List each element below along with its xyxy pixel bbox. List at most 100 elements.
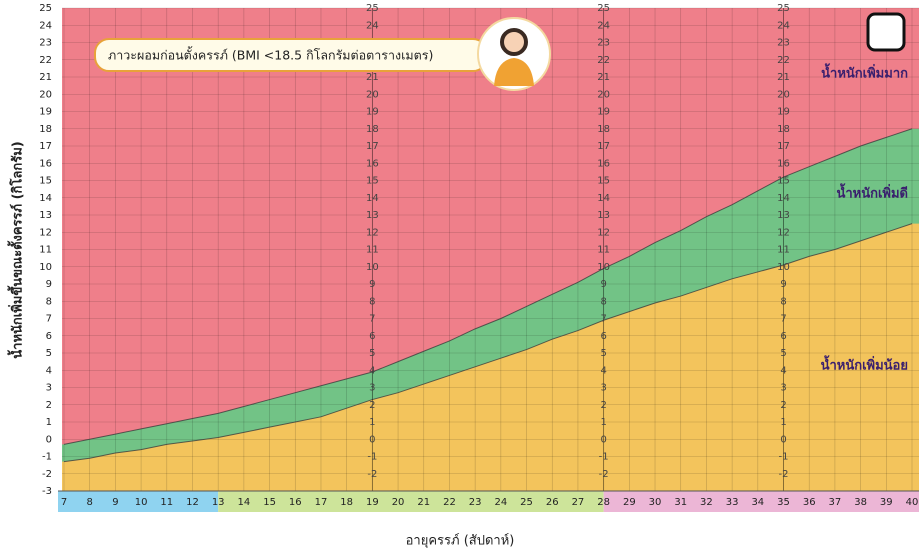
inner-tick-label: 24 (597, 20, 610, 31)
inner-tick-label: 21 (777, 72, 790, 83)
inner-tick-label: 14 (366, 193, 379, 204)
inner-tick-label: 14 (597, 193, 610, 204)
y-tick-label: 21 (39, 72, 52, 83)
x-tick-label: 18 (340, 497, 353, 508)
y-tick-label: 14 (39, 193, 52, 204)
inner-tick-label: 4 (780, 365, 786, 376)
avatar-head (500, 28, 528, 56)
y-tick-label: 13 (39, 210, 52, 221)
inner-tick-label: 10 (597, 262, 610, 273)
x-tick-label: 39 (880, 497, 893, 508)
inner-tick-label: 23 (777, 38, 790, 49)
y-tick-label: 11 (39, 245, 52, 256)
x-tick-label: 15 (263, 497, 276, 508)
inner-tick-label: -1 (599, 452, 609, 463)
chart-title: ภาวะผอมก่อนตั้งครรภ์ (BMI <18.5 กิโลกรัม… (108, 46, 433, 63)
x-tick-label: 30 (649, 497, 662, 508)
inner-tick-label: 20 (777, 89, 790, 100)
x-tick-label: 36 (803, 497, 816, 508)
x-tick-label: 20 (392, 497, 405, 508)
y-tick-label: 15 (39, 176, 52, 187)
inner-tick-label: 10 (777, 262, 790, 273)
inner-tick-label: 3 (369, 383, 375, 394)
y-tick-label: 19 (39, 107, 52, 118)
x-tick-label: 12 (186, 497, 199, 508)
y-tick-label: 6 (46, 331, 52, 342)
inner-tick-label: 1 (600, 417, 606, 428)
inner-tick-label: 6 (600, 331, 606, 342)
inner-tick-label: 16 (597, 158, 610, 169)
inner-tick-label: 24 (366, 20, 379, 31)
y-tick-label: 25 (39, 3, 52, 14)
x-tick-label: 17 (315, 497, 328, 508)
y-tick-label: 2 (46, 400, 52, 411)
inner-tick-label: 6 (780, 331, 786, 342)
y-tick-label: 18 (39, 124, 52, 135)
area-fill (62, 223, 919, 491)
y-tick-label: -1 (42, 452, 52, 463)
x-tick-label: 25 (520, 497, 533, 508)
y-tick-label: 1 (46, 417, 52, 428)
x-axis-label: อายุครรภ์ (สัปดาห์) (406, 533, 515, 549)
avatar-body (494, 58, 534, 86)
inner-tick-label: 22 (597, 55, 610, 66)
inner-tick-label: 25 (366, 3, 379, 14)
inner-tick-label: 5 (369, 348, 375, 359)
inner-tick-label: 0 (780, 434, 786, 445)
x-tick-label: 23 (469, 497, 482, 508)
y-tick-label: 10 (39, 262, 52, 273)
inner-tick-label: 25 (597, 3, 610, 14)
x-tick-label: 27 (572, 497, 585, 508)
inner-tick-label: 16 (777, 158, 790, 169)
x-tick-label: 14 (238, 497, 251, 508)
x-tick-label: 37 (829, 497, 842, 508)
series-line (63, 128, 913, 445)
inner-tick-label: 25 (777, 3, 790, 14)
inner-tick-label: 18 (366, 124, 379, 135)
inner-tick-label: 18 (597, 124, 610, 135)
inner-tick-label: 6 (369, 331, 375, 342)
x-tick-label: 34 (751, 497, 764, 508)
inner-tick-label: 8 (600, 296, 606, 307)
inner-tick-label: 12 (777, 227, 790, 238)
inner-tick-label: 12 (366, 227, 379, 238)
y-tick-label: -3 (42, 486, 52, 497)
checkbox[interactable] (866, 12, 906, 52)
x-tick-label: 35 (777, 497, 790, 508)
inner-tick-label: 19 (777, 107, 790, 118)
y-tick-label: 12 (39, 227, 52, 238)
inner-tick-label: 8 (369, 296, 375, 307)
y-tick-label: 17 (39, 141, 52, 152)
y-tick-label: 8 (46, 296, 52, 307)
y-axis-label: น้ำหนักเพิ่มขึ้นขณะตั้งครรภ์ (กิโลกรัม) (7, 141, 26, 358)
inner-tick-label: -2 (779, 469, 789, 480)
inner-tick-label: 2 (780, 400, 786, 411)
inner-tick-label: 7 (600, 314, 606, 325)
inner-tick-label: 7 (780, 314, 786, 325)
x-tick-label: 29 (623, 497, 636, 508)
series-line (63, 223, 913, 463)
x-tick-label: 28 (597, 497, 610, 508)
inner-tick-label: -1 (779, 452, 789, 463)
zone-label: น้ำหนักเพิ่มดี (836, 183, 908, 202)
x-tick-label: 13 (212, 497, 225, 508)
inner-tick-label: 10 (366, 262, 379, 273)
inner-tick-label: 2 (369, 400, 375, 411)
inner-tick-label: 12 (597, 227, 610, 238)
x-tick-label: 9 (112, 497, 118, 508)
zone-label: น้ำหนักเพิ่มน้อย (821, 355, 908, 374)
inner-tick-label: 11 (597, 245, 610, 256)
inner-tick-label: 13 (597, 210, 610, 221)
inner-tick-label: 18 (777, 124, 790, 135)
y-tick-label: 9 (46, 279, 52, 290)
inner-tick-label: 17 (777, 141, 790, 152)
inner-tick-label: 15 (597, 176, 610, 187)
y-tick-label: 20 (39, 89, 52, 100)
inner-tick-label: 1 (369, 417, 375, 428)
x-tick-label: 21 (417, 497, 430, 508)
inner-tick-label: 16 (366, 158, 379, 169)
inner-tick-label: -1 (367, 452, 377, 463)
inner-tick-label: 2 (600, 400, 606, 411)
inner-tick-label: 8 (780, 296, 786, 307)
inner-tick-label: 5 (780, 348, 786, 359)
